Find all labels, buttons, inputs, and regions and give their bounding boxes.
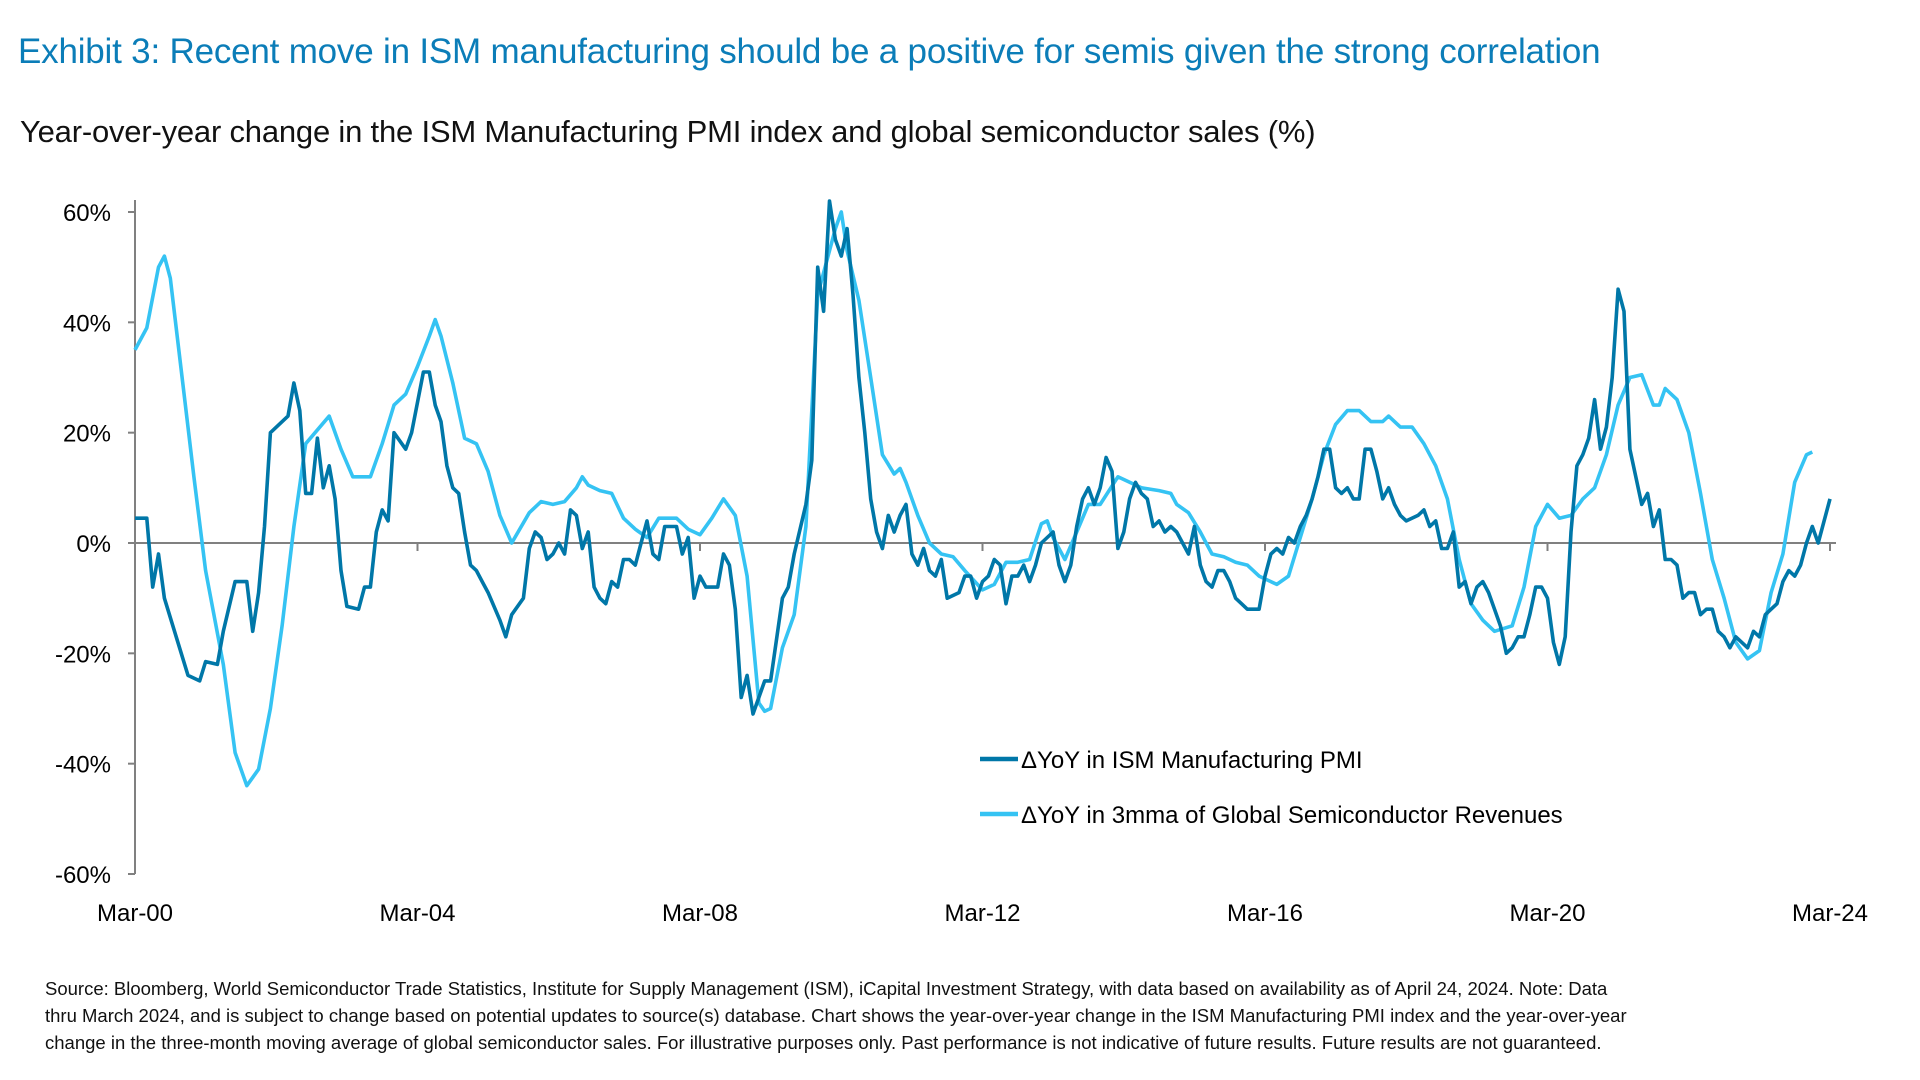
footnote-line: thru March 2024, and is subject to chang… (45, 1005, 1627, 1026)
x-tick-label: Mar-16 (1227, 900, 1303, 927)
x-tick-label: Mar-12 (944, 900, 1020, 927)
line-chart: 60% 40% 20% 0% -20% -40% -60% Mar-00 Mar-04 Mar-0… (55, 199, 1868, 927)
series-line-semiconductor-revenues (133, 210, 1814, 788)
axes: 60% 40% 20% 0% -20% -40% -60% Mar-00 Mar-04 Mar-0… (55, 200, 1868, 927)
x-tick-label: Mar-24 (1792, 900, 1868, 927)
source-footnote: Source: Bloomberg, World Semiconductor T… (45, 975, 1627, 1056)
legend-label-semis: ΔYoY in 3mma of Global Semiconductor Rev… (1021, 802, 1563, 829)
series-lines (133, 199, 1832, 788)
legend-label-ism: ΔYoY in ISM Manufacturing PMI (1021, 747, 1363, 774)
x-tick-label: Mar-04 (379, 900, 455, 927)
y-tick-label: -60% (55, 862, 111, 889)
x-tick-label: Mar-20 (1509, 900, 1585, 927)
y-tick-label: -40% (55, 752, 111, 779)
x-tick-label: Mar-00 (97, 900, 173, 927)
y-tick-label: -20% (55, 641, 111, 668)
y-tick-label: 60% (63, 200, 111, 227)
y-tick-label: 0% (76, 531, 111, 558)
y-tick-label: 40% (63, 310, 111, 337)
x-tick-label: Mar-08 (662, 900, 738, 927)
series-line-ism-pmi (135, 199, 1832, 716)
footnote-line: change in the three-month moving average… (45, 1032, 1602, 1053)
y-tick-label: 20% (63, 421, 111, 448)
legend: ΔYoY in ISM Manufacturing PMI ΔYoY in 3m… (980, 747, 1563, 829)
chart-title: Exhibit 3: Recent move in ISM manufactur… (18, 32, 1601, 71)
footnote-line: Source: Bloomberg, World Semiconductor T… (45, 978, 1608, 999)
chart-subtitle: Year-over-year change in the ISM Manufac… (20, 114, 1316, 149)
